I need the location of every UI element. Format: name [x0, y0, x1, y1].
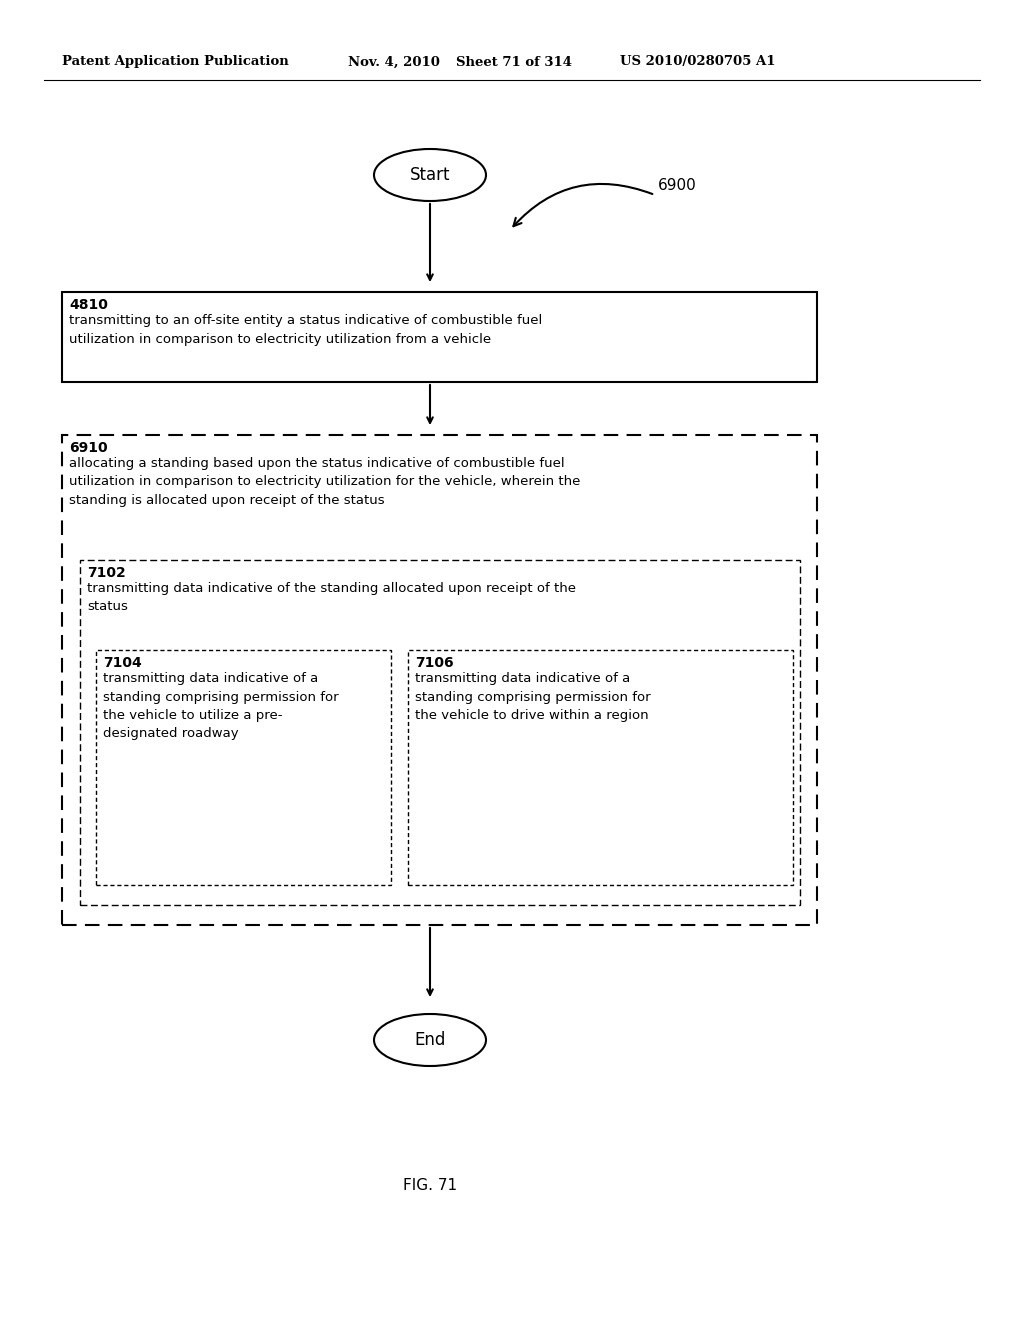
Bar [62, 436, 817, 925]
Text: allocating a standing based upon the status indicative of combustible fuel
utili: allocating a standing based upon the sta… [69, 457, 581, 507]
Text: 7106: 7106 [415, 656, 454, 671]
Text: 6910: 6910 [69, 441, 108, 455]
Text: Start: Start [410, 166, 451, 183]
Bar [96, 649, 391, 884]
Text: Patent Application Publication: Patent Application Publication [62, 55, 289, 69]
Text: Nov. 4, 2010: Nov. 4, 2010 [348, 55, 440, 69]
Text: 7104: 7104 [103, 656, 141, 671]
Text: 6900: 6900 [658, 177, 696, 193]
Text: transmitting data indicative of a
standing comprising permission for
the vehicle: transmitting data indicative of a standi… [415, 672, 650, 722]
Text: transmitting to an off-site entity a status indicative of combustible fuel
utili: transmitting to an off-site entity a sta… [69, 314, 543, 346]
Text: End: End [415, 1031, 445, 1049]
Text: FIG. 71: FIG. 71 [402, 1177, 457, 1192]
Bar [80, 560, 800, 906]
Text: 7102: 7102 [87, 566, 126, 579]
Text: 4810: 4810 [69, 298, 108, 312]
Text: US 2010/0280705 A1: US 2010/0280705 A1 [620, 55, 775, 69]
Bar [62, 292, 817, 381]
Text: transmitting data indicative of the standing allocated upon receipt of the
statu: transmitting data indicative of the stan… [87, 582, 575, 614]
Bar [408, 649, 793, 884]
Text: Sheet 71 of 314: Sheet 71 of 314 [456, 55, 572, 69]
Text: transmitting data indicative of a
standing comprising permission for
the vehicle: transmitting data indicative of a standi… [103, 672, 339, 741]
FancyArrowPatch shape [513, 183, 652, 226]
